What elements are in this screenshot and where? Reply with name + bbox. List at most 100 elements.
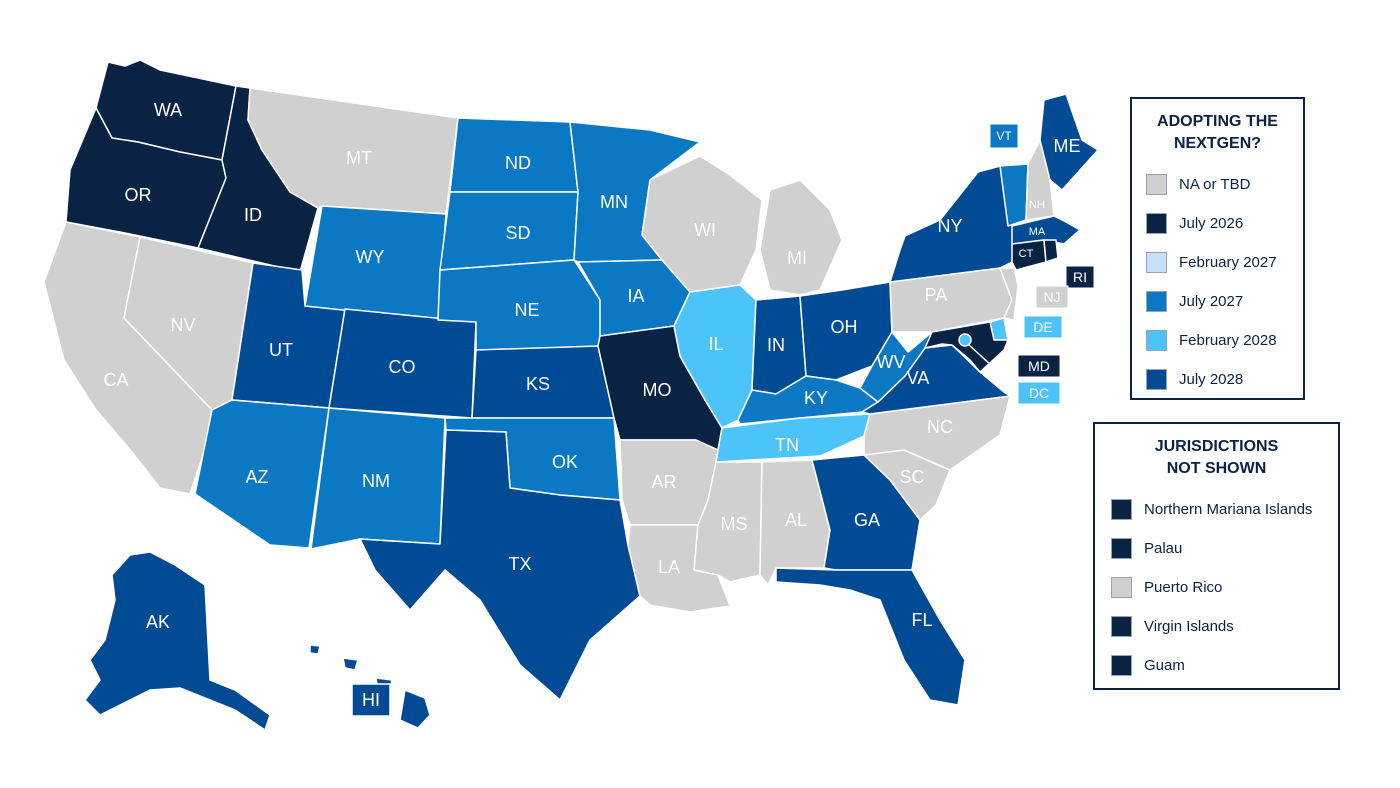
label-OH: OH xyxy=(831,317,858,337)
label-OK: OK xyxy=(552,452,578,472)
label-ND: ND xyxy=(505,153,531,173)
label-OR: OR xyxy=(125,185,152,205)
jurisdiction-item: Puerto Rico xyxy=(1111,568,1322,607)
label-NV: NV xyxy=(170,315,195,335)
label-KY: KY xyxy=(804,388,828,408)
label-IL: IL xyxy=(708,334,723,354)
callout-label-VT: VT xyxy=(996,129,1012,143)
label-CT: CT xyxy=(1019,248,1034,260)
label-MS: MS xyxy=(721,514,748,534)
callout-box-RI xyxy=(1065,265,1095,289)
nextgen-legend-rows: NA or TBD July 2026 February 2027 July 2… xyxy=(1146,165,1289,399)
callout-boxes: VT RI NJ DE MD DC HI xyxy=(351,123,1095,717)
label-ME: ME xyxy=(1054,136,1081,156)
legend-swatch xyxy=(1146,252,1167,273)
callout-label-DC: DC xyxy=(1029,385,1049,401)
label-SC: SC xyxy=(899,467,924,487)
label-IN: IN xyxy=(767,335,785,355)
label-CO: CO xyxy=(389,357,416,377)
legend-item: NA or TBD xyxy=(1146,165,1289,204)
label-NY: NY xyxy=(937,216,962,236)
label-TN: TN xyxy=(775,435,799,455)
label-LA: LA xyxy=(658,557,680,577)
callout-lines xyxy=(967,255,1073,391)
legend-label: February 2028 xyxy=(1179,332,1277,349)
legend-swatch xyxy=(1146,369,1167,390)
state-RI xyxy=(1043,239,1059,263)
state-HI-kauai xyxy=(309,644,321,655)
label-NE: NE xyxy=(514,300,539,320)
label-PA: PA xyxy=(925,285,948,305)
callout-label-MD: MD xyxy=(1028,358,1050,374)
callout-box-MD xyxy=(1017,354,1061,378)
nextgen-legend: ADOPTING THE NEXTGEN? NA or TBD July 202… xyxy=(1130,97,1305,400)
label-NC: NC xyxy=(927,417,953,437)
label-AR: AR xyxy=(651,472,676,492)
label-WY: WY xyxy=(356,247,385,267)
legend-label: NA or TBD xyxy=(1179,176,1251,193)
jurisdictions-legend: JURISDICTIONS NOT SHOWN Northern Mariana… xyxy=(1093,422,1340,690)
jurisdiction-label: Virgin Islands xyxy=(1144,618,1234,635)
label-AL: AL xyxy=(785,510,807,530)
jurisdiction-swatch xyxy=(1111,499,1132,520)
label-MI: MI xyxy=(787,248,807,268)
jurisdiction-item: Guam xyxy=(1111,646,1322,685)
legend-item: July 2027 xyxy=(1146,282,1289,321)
callout-label-DE: DE xyxy=(1033,319,1052,335)
callout-box-DC xyxy=(1017,381,1061,405)
label-WA: WA xyxy=(154,100,182,120)
callout-box-NJ xyxy=(1035,285,1069,309)
state-IL xyxy=(673,284,757,429)
callout-line-de xyxy=(1007,325,1025,333)
legend-item: February 2027 xyxy=(1146,243,1289,282)
jurisdiction-item: Palau xyxy=(1111,529,1322,568)
state-NJ xyxy=(999,267,1019,321)
label-AZ: AZ xyxy=(245,467,268,487)
state-NH xyxy=(1025,139,1055,221)
label-MT: MT xyxy=(346,148,372,168)
callout-line-dc xyxy=(967,343,1019,391)
state-FL xyxy=(775,567,966,706)
label-UT: UT xyxy=(269,340,293,360)
legend-item: February 2028 xyxy=(1146,321,1289,360)
callout-label-HI: HI xyxy=(362,690,380,710)
legend-swatch xyxy=(1146,174,1167,195)
jurisdiction-item: Virgin Islands xyxy=(1111,607,1322,646)
state-WI xyxy=(641,155,763,293)
states-layer xyxy=(43,59,1099,731)
state-AK xyxy=(84,551,271,731)
jurisdiction-swatch xyxy=(1111,616,1132,637)
label-GA: GA xyxy=(854,510,880,530)
label-FL: FL xyxy=(911,610,932,630)
label-CA: CA xyxy=(103,370,128,390)
label-NH: NH xyxy=(1029,199,1045,211)
state-HI-big xyxy=(399,689,431,729)
callout-box-VT xyxy=(989,123,1019,149)
legend-item: July 2028 xyxy=(1146,360,1289,399)
label-WV: WV xyxy=(877,352,906,372)
jurisdiction-swatch xyxy=(1111,577,1132,598)
callout-box-DE xyxy=(1023,315,1063,339)
jurisdiction-item: Northern Mariana Islands xyxy=(1111,490,1322,529)
nextgen-legend-title: ADOPTING THE NEXTGEN? xyxy=(1157,113,1278,152)
label-NM: NM xyxy=(362,471,390,491)
label-IA: IA xyxy=(627,286,644,306)
legend-item: July 2026 xyxy=(1146,204,1289,243)
jurisdiction-swatch xyxy=(1111,538,1132,559)
jurisdictions-legend-rows: Northern Mariana Islands Palau Puerto Ri… xyxy=(1111,490,1322,685)
legend-label: July 2028 xyxy=(1179,371,1244,388)
state-labels: WA OR ID MT CA NV UT WY CO AZ NM ND SD N… xyxy=(103,100,1080,632)
legend-swatch xyxy=(1146,213,1167,234)
label-MN: MN xyxy=(600,192,628,212)
jurisdiction-label: Guam xyxy=(1144,657,1185,674)
callout-label-NJ: NJ xyxy=(1043,289,1060,305)
state-TX xyxy=(359,429,641,701)
jurisdiction-label: Northern Mariana Islands xyxy=(1144,501,1313,518)
label-MA: MA xyxy=(1029,226,1046,238)
jurisdiction-label: Palau xyxy=(1144,540,1183,557)
jurisdictions-legend-title: JURISDICTIONS NOT SHOWN xyxy=(1154,438,1279,477)
state-MD xyxy=(924,321,1009,373)
legend-swatch xyxy=(1146,330,1167,351)
state-MI xyxy=(759,179,843,296)
jurisdiction-swatch xyxy=(1111,655,1132,676)
